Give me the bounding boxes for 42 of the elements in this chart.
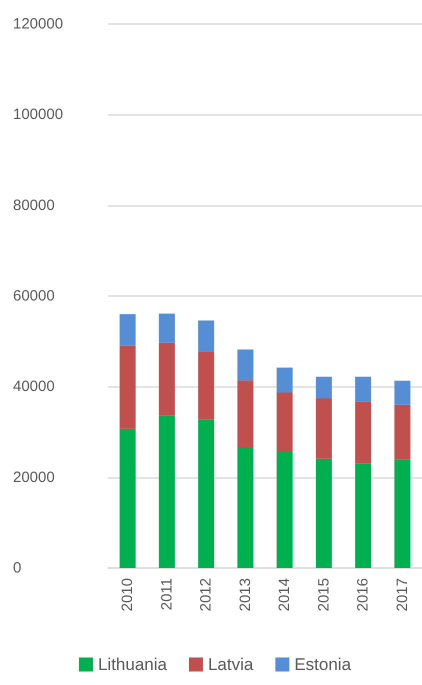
y-tick-label: 100000	[13, 106, 64, 124]
bar	[276, 452, 293, 568]
x-tick-label: 2015	[315, 578, 332, 612]
bar	[394, 404, 410, 460]
bar	[158, 415, 175, 568]
bar	[394, 459, 410, 568]
bar	[237, 380, 254, 447]
y-tick-label: 0	[13, 560, 22, 576]
x-tick-label: 2011	[158, 578, 176, 610]
bar	[237, 349, 254, 380]
bar	[198, 320, 214, 352]
bar	[158, 314, 175, 343]
bar	[316, 458, 332, 568]
bar	[394, 380, 410, 405]
bar	[355, 376, 372, 402]
x-tick-label: 2016	[354, 578, 372, 612]
bar	[276, 392, 293, 452]
x-tick-label: 2010	[119, 578, 136, 612]
bar	[120, 314, 136, 346]
y-tick-label: 60000	[13, 288, 55, 304]
bar	[120, 346, 136, 429]
bar	[120, 428, 136, 568]
y-tick-label: 40000	[13, 378, 55, 396]
bar	[237, 446, 254, 568]
bar	[316, 376, 332, 398]
x-tick-label: 2012	[198, 578, 215, 612]
legend-label: Estonia	[294, 655, 352, 674]
bar	[355, 402, 372, 464]
bar	[276, 368, 293, 393]
y-tick-label: 80000	[13, 196, 55, 214]
bar	[158, 342, 175, 416]
bar	[198, 420, 214, 568]
x-tick-label: 2013	[236, 578, 254, 612]
bar	[316, 398, 332, 459]
bar	[198, 351, 214, 420]
x-tick-label: 2017	[394, 578, 411, 612]
legend-label: Lithuania	[98, 655, 168, 674]
x-tick-label: 2014	[276, 578, 294, 612]
y-tick-label: 20000	[13, 468, 55, 486]
legend-label: Latvia	[208, 655, 254, 674]
bar	[355, 464, 372, 568]
y-tick-label: 120000	[13, 16, 64, 32]
